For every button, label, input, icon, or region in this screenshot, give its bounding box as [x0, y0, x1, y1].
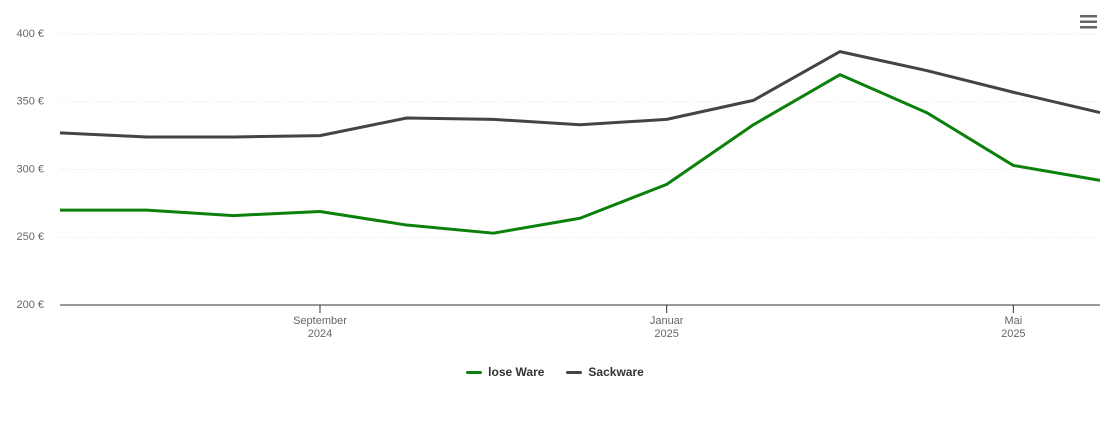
legend-swatch	[566, 370, 583, 374]
x-tick-label: Januar 2025	[649, 315, 684, 340]
legend-label: lose Ware	[488, 365, 545, 379]
legend-item[interactable]: Sackware	[566, 365, 644, 379]
x-tick-label: September 2024	[293, 315, 347, 340]
menu-icon[interactable]	[1080, 15, 1097, 29]
legend-item[interactable]: lose Ware	[466, 365, 544, 379]
y-tick-label: 350 €	[16, 96, 44, 108]
y-tick-label: 250 €	[16, 231, 44, 243]
x-tick-label: Mai 2025	[1001, 315, 1026, 340]
legend-swatch	[466, 370, 483, 374]
series-line	[60, 73, 1101, 235]
series-line	[59, 50, 1101, 139]
y-tick-label: 400 €	[16, 28, 44, 40]
menu-bar	[1080, 15, 1097, 18]
legend: lose Ware Sackware	[0, 365, 1110, 379]
menu-bar	[1080, 20, 1097, 23]
menu-bar	[1080, 26, 1097, 29]
legend-label: Sackware	[588, 365, 644, 379]
y-tick-label: 300 €	[16, 163, 44, 175]
y-tick-label: 200 €	[16, 299, 44, 311]
